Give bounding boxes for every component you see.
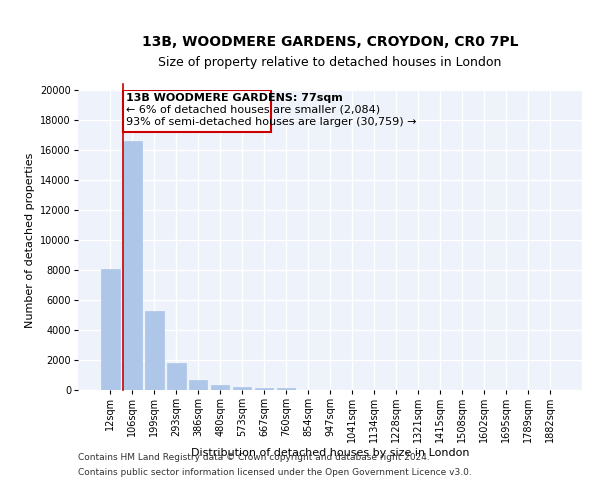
Text: 13B, WOODMERE GARDENS, CROYDON, CR0 7PL: 13B, WOODMERE GARDENS, CROYDON, CR0 7PL (142, 36, 518, 50)
FancyBboxPatch shape (123, 90, 271, 132)
Bar (189, 380, 208, 390)
Text: 13B WOODMERE GARDENS: 77sqm: 13B WOODMERE GARDENS: 77sqm (126, 93, 343, 103)
X-axis label: Distribution of detached houses by size in London: Distribution of detached houses by size … (191, 448, 469, 458)
Bar (123, 141, 142, 390)
Bar (101, 268, 119, 390)
Bar (167, 363, 185, 390)
Y-axis label: Number of detached properties: Number of detached properties (25, 152, 35, 328)
Text: Size of property relative to detached houses in London: Size of property relative to detached ho… (158, 56, 502, 69)
Text: Contains HM Land Registry data © Crown copyright and database right 2024.: Contains HM Land Registry data © Crown c… (78, 453, 430, 462)
Bar (145, 310, 164, 390)
Text: 93% of semi-detached houses are larger (30,759) →: 93% of semi-detached houses are larger (… (126, 117, 416, 127)
Bar (277, 388, 295, 390)
Bar (255, 388, 274, 390)
Text: ← 6% of detached houses are smaller (2,084): ← 6% of detached houses are smaller (2,0… (126, 105, 380, 115)
Bar (233, 387, 251, 390)
Text: Contains public sector information licensed under the Open Government Licence v3: Contains public sector information licen… (78, 468, 472, 477)
Bar (211, 385, 229, 390)
